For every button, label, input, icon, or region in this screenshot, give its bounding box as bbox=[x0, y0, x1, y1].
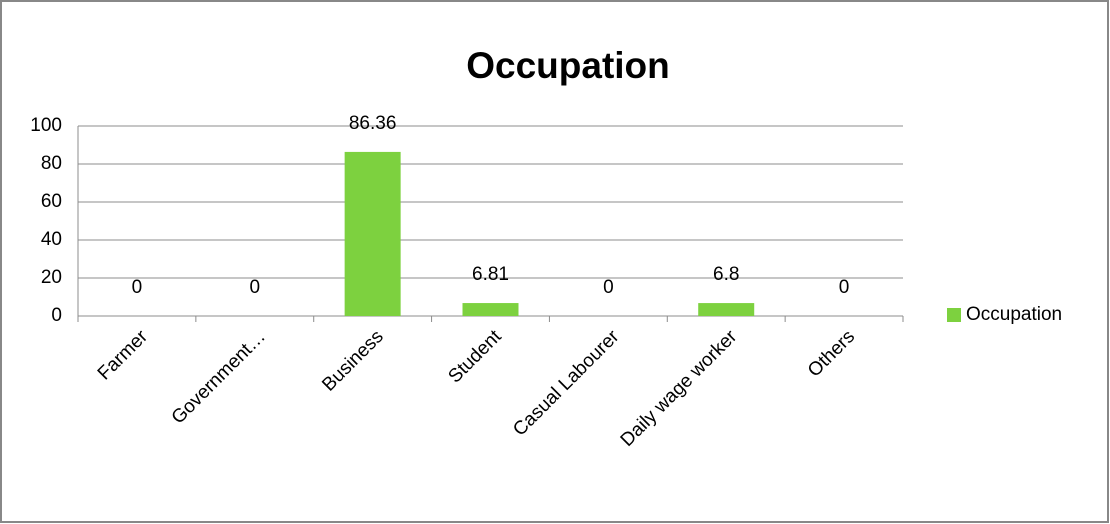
legend-swatch bbox=[947, 308, 961, 322]
y-tick-label: 20 bbox=[41, 267, 62, 288]
data-label: 86.36 bbox=[349, 113, 397, 134]
data-label: 0 bbox=[839, 277, 850, 298]
y-tick-label: 60 bbox=[41, 191, 62, 212]
data-label: 0 bbox=[603, 277, 614, 298]
y-tick-label: 80 bbox=[41, 153, 62, 174]
legend-label: Occupation bbox=[966, 304, 1062, 325]
data-label: 6.8 bbox=[713, 264, 739, 285]
bar bbox=[698, 303, 755, 316]
bar bbox=[344, 151, 401, 316]
data-label: 0 bbox=[132, 277, 143, 298]
y-tick-label: 100 bbox=[30, 115, 62, 136]
bar bbox=[462, 303, 519, 316]
y-tick-label: 0 bbox=[51, 305, 62, 326]
data-label: 0 bbox=[249, 277, 260, 298]
chart-title: Occupation bbox=[466, 45, 670, 86]
data-label: 6.81 bbox=[472, 264, 509, 285]
y-tick-label: 40 bbox=[41, 229, 62, 250]
